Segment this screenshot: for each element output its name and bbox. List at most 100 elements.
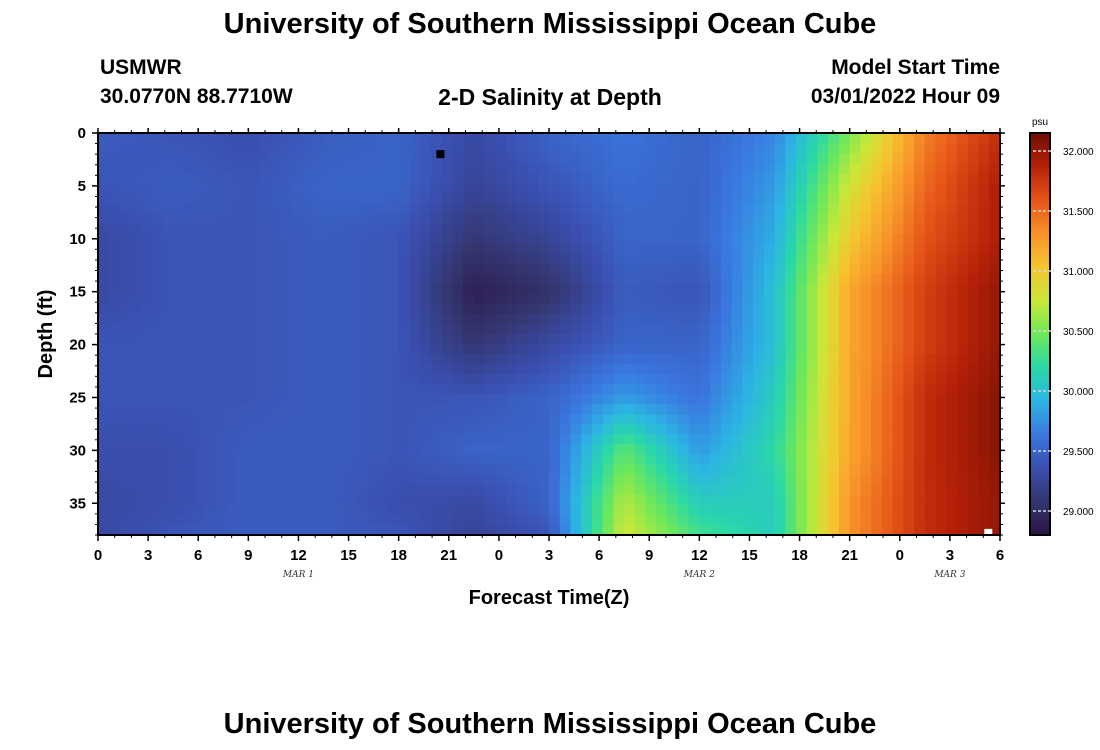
heatmap-cell <box>978 313 990 325</box>
heatmap-cell <box>806 183 819 194</box>
heatmap-cell <box>484 303 496 315</box>
heatmap-cell <box>581 404 593 415</box>
heatmap-cell <box>259 514 271 526</box>
heatmap-cell <box>344 243 357 255</box>
heatmap-cell <box>248 213 260 225</box>
heatmap-cell <box>634 374 647 385</box>
heatmap-cell <box>173 223 185 235</box>
heatmap-cell <box>495 524 507 536</box>
heatmap-cell <box>162 354 174 365</box>
heatmap-cell <box>173 233 185 245</box>
heatmap-cell <box>398 424 411 436</box>
heatmap-cell <box>677 344 690 355</box>
heatmap-cell <box>506 454 518 466</box>
heatmap-cell <box>183 243 196 255</box>
heatmap-cell <box>538 484 550 496</box>
heatmap-cell <box>334 354 346 365</box>
heatmap-cell <box>216 484 228 496</box>
heatmap-cell <box>946 404 958 415</box>
heatmap-cell <box>344 303 357 315</box>
heatmap-cell <box>194 404 206 415</box>
heatmap-cell <box>398 163 411 174</box>
heatmap-cell <box>591 153 604 164</box>
heatmap-cell <box>344 253 357 265</box>
heatmap-cell <box>710 203 722 214</box>
heatmap-cell <box>602 273 615 285</box>
heatmap-cell <box>763 384 776 395</box>
heatmap-cell <box>957 303 969 315</box>
heatmap-cell <box>591 454 604 466</box>
heatmap-cell <box>634 313 647 325</box>
heatmap-cell <box>506 424 518 436</box>
heatmap-cell <box>302 193 314 204</box>
heatmap-cell <box>527 334 539 345</box>
heatmap-cell <box>581 474 593 486</box>
heatmap-cell <box>989 223 1001 235</box>
heatmap-cell <box>516 313 529 325</box>
heatmap-cell <box>194 233 206 245</box>
heatmap-cell <box>688 243 700 255</box>
heatmap-cell <box>946 364 958 375</box>
heatmap-cell <box>903 364 915 375</box>
heatmap-cell <box>967 213 980 225</box>
heatmap-cell <box>624 394 636 405</box>
heatmap-cell <box>237 434 249 446</box>
heatmap-cell <box>677 504 690 516</box>
heatmap-cell <box>280 454 292 466</box>
heatmap-cell <box>838 163 851 174</box>
heatmap-cell <box>387 414 400 426</box>
heatmap-cell <box>989 464 1001 476</box>
heatmap-cell <box>817 213 829 225</box>
heatmap-cell <box>602 163 615 174</box>
heatmap-cell <box>903 273 915 285</box>
heatmap-cell <box>785 213 797 225</box>
heatmap-cell <box>785 494 797 506</box>
heatmap-cell <box>506 504 518 516</box>
heatmap-cell <box>237 334 249 345</box>
heatmap-cell <box>795 293 808 305</box>
heatmap-cell <box>323 334 335 345</box>
heatmap-cell <box>119 364 131 375</box>
heatmap-cell <box>334 454 346 466</box>
heatmap-cell <box>742 484 754 496</box>
heatmap-cell <box>989 344 1001 355</box>
heatmap-cell <box>506 133 518 144</box>
heatmap-cell <box>173 524 185 536</box>
heatmap-cell <box>935 494 947 506</box>
heatmap-cell <box>527 193 539 204</box>
heatmap-cells <box>98 133 1001 536</box>
heatmap-cell <box>549 344 561 355</box>
heatmap-cell <box>173 323 185 335</box>
heatmap-cell <box>130 173 142 184</box>
heatmap-cell <box>753 283 765 295</box>
heatmap-cell <box>699 494 711 506</box>
heatmap-cell <box>581 424 593 436</box>
heatmap-cell <box>849 504 862 516</box>
heatmap-cell <box>291 233 303 245</box>
heatmap-cell <box>795 434 808 446</box>
heatmap-cell <box>409 514 421 526</box>
heatmap-cell <box>473 213 486 225</box>
heatmap-cell <box>259 464 271 476</box>
heatmap-cell <box>506 384 518 395</box>
heatmap-cell <box>559 253 572 265</box>
heatmap-cell <box>463 303 475 315</box>
heatmap-cell <box>871 203 883 214</box>
heatmap-cell <box>237 484 249 496</box>
heatmap-cell <box>989 434 1001 446</box>
heatmap-cell <box>302 404 314 415</box>
heatmap-cell <box>602 263 615 275</box>
heatmap-cell <box>731 143 743 154</box>
heatmap-cell <box>624 203 636 214</box>
heatmap-cell <box>838 193 851 204</box>
heatmap-cell <box>259 273 271 285</box>
heatmap-cell <box>774 394 786 405</box>
heatmap-cell <box>785 414 797 426</box>
heatmap-cell <box>291 183 303 194</box>
heatmap-cell <box>881 384 894 395</box>
heatmap-cell <box>688 354 700 365</box>
heatmap-cell <box>495 243 507 255</box>
heatmap-cell <box>903 133 915 144</box>
heatmap-cell <box>881 444 894 456</box>
heatmap-cell <box>538 193 550 204</box>
